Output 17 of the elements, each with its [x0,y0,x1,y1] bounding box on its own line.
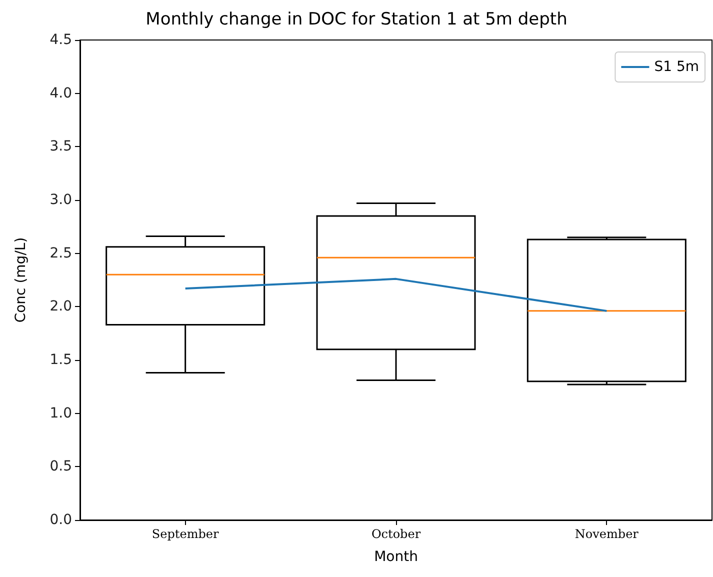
y-tick-label: 3.0 [50,192,72,208]
legend-label: S1 5m [654,59,700,75]
y-tick-label: 2.5 [50,245,72,262]
y-tick-label: 2.0 [50,298,72,315]
y-tick-label: 0.5 [50,458,72,475]
y-tick-label: 3.5 [50,138,72,155]
chart-title: Monthly change in DOC for Station 1 at 5m depth [146,10,568,30]
x-tick-label: October [371,527,421,541]
x-tick-label: September [152,527,220,541]
y-axis-title: Conc (mg/L) [13,237,29,323]
y-tick-label: 4.0 [50,85,72,102]
x-tick-label: November [574,527,639,541]
x-axis-title: Month [374,549,418,565]
y-tick-label: 1.5 [50,352,72,368]
y-tick-label: 0.0 [50,512,72,528]
y-tick-label: 4.5 [50,32,72,48]
y-tick-label: 1.0 [50,405,72,422]
